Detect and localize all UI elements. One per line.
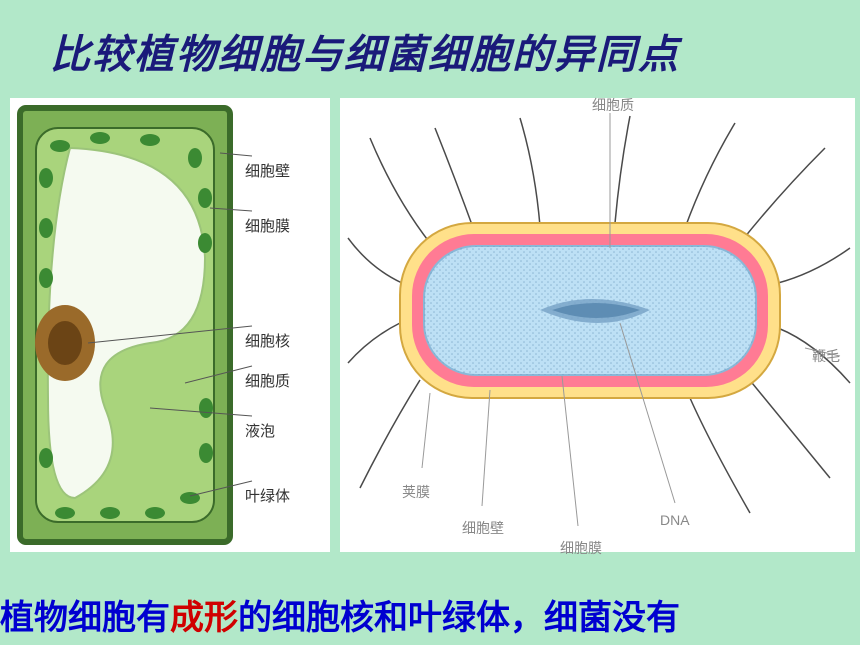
label-nucleus: 细胞核 <box>245 330 290 351</box>
label-cell-wall: 细胞壁 <box>245 160 290 181</box>
label-vacuole: 液泡 <box>245 420 275 441</box>
summary-p1: 植物细胞有 <box>0 600 170 637</box>
bact-label-membrane: 细胞膜 <box>560 538 602 558</box>
bact-label-wall: 细胞壁 <box>462 518 504 538</box>
bact-label-capsule: 荚膜 <box>402 482 430 502</box>
label-cell-membrane: 细胞膜 <box>245 215 290 236</box>
label-cytoplasm: 细胞质 <box>245 370 290 391</box>
summary-text: 植物细胞有成形的细胞核和叶绿体，细菌没有 <box>0 590 860 639</box>
slide-title: 比较植物细胞与细菌细胞的异同点 <box>50 22 850 80</box>
nucleus-inner <box>48 321 82 365</box>
summary-p2: 的细胞核和叶绿体，细菌没有 <box>238 600 680 637</box>
bact-label-dna: DNA <box>660 512 690 528</box>
bacteria-cell-diagram: 细胞质 鞭毛 荚膜 细胞壁 细胞膜 DNA <box>340 98 855 552</box>
label-chloroplast: 叶绿体 <box>245 485 290 506</box>
summary-highlight: 成形 <box>170 600 238 637</box>
bact-label-cytoplasm: 细胞质 <box>592 95 634 115</box>
bact-label-pili: 鞭毛 <box>812 346 840 366</box>
